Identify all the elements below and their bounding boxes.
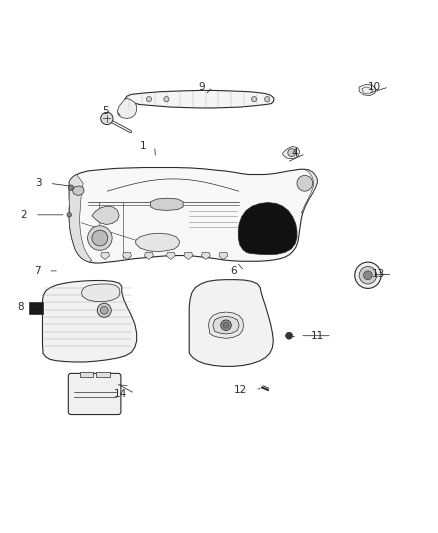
Circle shape	[251, 96, 257, 102]
Polygon shape	[189, 280, 273, 366]
Polygon shape	[359, 84, 376, 96]
Polygon shape	[201, 253, 210, 260]
Polygon shape	[69, 174, 92, 262]
Text: 14: 14	[114, 389, 127, 399]
Bar	[80, 372, 93, 377]
Text: 8: 8	[18, 302, 24, 312]
Polygon shape	[301, 169, 317, 213]
Circle shape	[88, 226, 112, 251]
Text: 1: 1	[140, 141, 147, 151]
FancyBboxPatch shape	[68, 374, 121, 415]
Circle shape	[164, 96, 169, 102]
Text: 12: 12	[234, 385, 247, 395]
Circle shape	[364, 271, 372, 280]
Polygon shape	[81, 284, 120, 302]
Polygon shape	[101, 253, 110, 260]
Text: 3: 3	[35, 178, 42, 188]
Circle shape	[101, 112, 113, 125]
Circle shape	[288, 149, 296, 157]
Polygon shape	[72, 186, 84, 196]
Circle shape	[67, 213, 71, 217]
Polygon shape	[283, 147, 300, 159]
Circle shape	[221, 320, 231, 330]
Circle shape	[359, 266, 377, 284]
Text: 5: 5	[102, 106, 109, 116]
Circle shape	[355, 262, 381, 288]
Circle shape	[97, 303, 111, 317]
Text: 10: 10	[368, 82, 381, 92]
Circle shape	[286, 332, 293, 339]
Bar	[29, 302, 43, 314]
Text: 7: 7	[34, 266, 40, 276]
Polygon shape	[69, 167, 317, 263]
Text: 9: 9	[198, 82, 205, 92]
Polygon shape	[145, 253, 153, 260]
Circle shape	[297, 175, 313, 191]
Polygon shape	[213, 317, 239, 334]
Polygon shape	[136, 233, 180, 252]
Polygon shape	[92, 206, 119, 224]
Circle shape	[92, 230, 108, 246]
Text: 2: 2	[21, 210, 27, 220]
Polygon shape	[184, 253, 193, 260]
Text: 6: 6	[230, 266, 237, 276]
Polygon shape	[123, 253, 131, 260]
Polygon shape	[117, 98, 137, 118]
Polygon shape	[125, 91, 274, 108]
Polygon shape	[42, 280, 137, 362]
Polygon shape	[166, 253, 175, 260]
Bar	[96, 372, 110, 377]
Text: 13: 13	[371, 269, 385, 279]
Circle shape	[68, 185, 74, 190]
Polygon shape	[208, 312, 244, 338]
Text: 11: 11	[311, 330, 324, 341]
Circle shape	[100, 306, 108, 314]
Text: 4: 4	[291, 149, 298, 158]
Circle shape	[146, 96, 152, 102]
Polygon shape	[238, 203, 297, 255]
Circle shape	[223, 322, 229, 328]
Polygon shape	[151, 198, 183, 211]
Circle shape	[265, 96, 270, 102]
Polygon shape	[219, 253, 228, 260]
